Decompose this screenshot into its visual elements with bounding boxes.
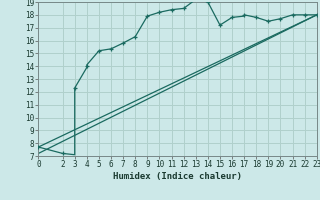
X-axis label: Humidex (Indice chaleur): Humidex (Indice chaleur) <box>113 172 242 181</box>
